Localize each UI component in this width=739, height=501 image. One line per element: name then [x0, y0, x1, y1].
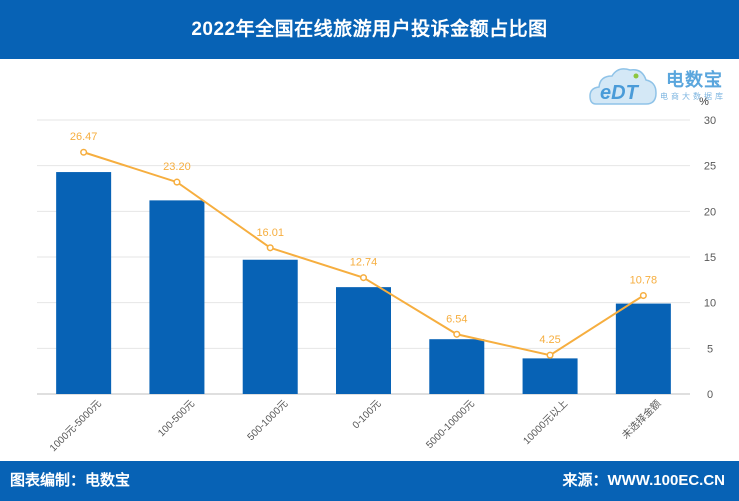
data-label: 6.54 [446, 313, 467, 325]
bar [336, 287, 391, 394]
line-point [639, 291, 647, 300]
bar [615, 303, 671, 394]
line-point [546, 351, 554, 359]
footer-credit: 图表编制：电数宝 [10, 472, 131, 489]
data-label: 10.78 [630, 275, 658, 287]
line-point [453, 330, 461, 338]
y-tick-label: 5 [707, 343, 713, 355]
data-label: 4.25 [539, 334, 560, 346]
data-label: 16.01 [256, 227, 284, 239]
logo-name: 电数宝 [666, 70, 723, 90]
data-label: 26.47 [70, 131, 98, 143]
y-tick-label: 15 [704, 252, 716, 264]
x-tick-label: 1000元-5000元 [48, 398, 104, 454]
line-point [173, 178, 181, 186]
x-tick-label: 10000元以上 [521, 398, 570, 447]
x-tick-label: 未选择金额 [619, 397, 664, 442]
logo-cloud-icon: eDT [589, 68, 657, 105]
line-point [359, 274, 368, 282]
logo-mark: eDT [600, 82, 640, 104]
footer-bar: 图表编制：电数宝 来源：WWW.100EC.CN [0, 461, 739, 501]
bar [522, 358, 578, 394]
x-tick-label: 0-100元 [351, 398, 384, 431]
x-tick-label: 5000-10000元 [424, 398, 477, 451]
bar [149, 200, 205, 394]
y-tick-label: 0 [707, 389, 713, 401]
x-tick-label: 100-500元 [156, 398, 197, 439]
chart-area: 0 5 10 15 20 25 30% 1000元-5000元 100-500元 500-1000… [37, 96, 716, 454]
y-tick-label: 20 [704, 206, 716, 218]
y-tick-label: 30 [704, 115, 716, 127]
bar [429, 339, 485, 394]
y-tick-label: 10 [704, 298, 716, 310]
bar [56, 172, 112, 394]
bar [242, 259, 298, 394]
line-point [266, 244, 274, 252]
logo-subtitle: 电商大数据库 [660, 92, 726, 101]
y-tick-label: 25 [704, 161, 716, 173]
data-label: 12.74 [350, 257, 378, 269]
y-axis-unit: % [699, 96, 709, 108]
footer-source: 来源：WWW.100EC.CN [562, 472, 725, 489]
chart-title: 2022年全国在线旅游用户投诉金额占比图 [191, 19, 548, 40]
title-bar [0, 0, 739, 59]
line-point [80, 148, 88, 156]
x-tick-label: 500-1000元 [246, 398, 291, 443]
data-label: 23.20 [163, 161, 191, 173]
